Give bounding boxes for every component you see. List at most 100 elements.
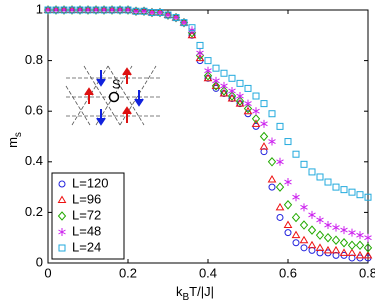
marker: [348, 188, 356, 196]
x-label-part: T/|J|: [189, 284, 214, 299]
marker: [276, 213, 284, 221]
marker: [196, 49, 204, 58]
marker: [331, 245, 341, 254]
marker: [156, 9, 164, 17]
marker: [340, 226, 348, 235]
inset-lattice: S: [65, 65, 162, 126]
x-label-sub: B: [183, 292, 190, 303]
y-label-part: m: [5, 137, 20, 148]
marker: [291, 212, 301, 223]
y-tick-label: 0.8: [25, 52, 43, 67]
marker: [244, 84, 252, 92]
marker: [315, 243, 325, 251]
marker: [60, 6, 68, 14]
x-axis-label: kBT/|J|: [176, 284, 214, 302]
marker: [227, 91, 237, 101]
marker: [299, 220, 309, 230]
marker: [92, 6, 100, 14]
x-label-part: k: [176, 284, 183, 299]
marker: [347, 240, 357, 251]
marker: [323, 232, 333, 243]
marker: [236, 92, 244, 101]
marker: [164, 11, 172, 19]
marker: [299, 235, 309, 244]
marker: [283, 220, 293, 229]
marker: [300, 244, 308, 252]
marker: [260, 119, 268, 128]
y-tick-label: 0.4: [25, 153, 43, 168]
marker: [315, 230, 325, 240]
marker: [347, 248, 357, 256]
marker: [356, 231, 364, 240]
marker: [228, 86, 236, 95]
marker: [308, 210, 316, 219]
marker: [252, 107, 260, 116]
marker: [212, 64, 220, 72]
marker: [252, 92, 260, 100]
marker: [292, 239, 300, 247]
marker: [244, 99, 252, 108]
marker: [275, 202, 285, 211]
marker: [268, 110, 276, 118]
marker: [276, 122, 284, 130]
marker: [259, 142, 269, 150]
marker: [57, 195, 67, 203]
marker: [275, 182, 285, 192]
marker: [316, 173, 324, 181]
marker: [332, 223, 340, 232]
legend-label: L=72: [72, 207, 101, 222]
marker: [300, 203, 308, 212]
marker: [100, 6, 108, 14]
y-tick-label: 1: [36, 1, 43, 16]
legend-label: L=96: [72, 191, 101, 206]
marker: [308, 168, 316, 176]
marker: [58, 180, 66, 188]
marker: [259, 131, 269, 142]
marker: [364, 193, 372, 201]
x-tick-label: 0.6: [279, 265, 297, 280]
marker: [284, 138, 292, 146]
legend-label: L=120: [72, 175, 109, 190]
marker: [268, 137, 276, 146]
marker: [316, 215, 324, 224]
marker: [307, 240, 317, 249]
y-tick-label: 0: [36, 254, 43, 269]
marker: [323, 245, 333, 254]
marker: [235, 96, 245, 106]
marker: [140, 7, 148, 15]
marker: [355, 250, 365, 259]
marker: [284, 178, 292, 187]
marker: [324, 178, 332, 186]
y-tick-label: 0.6: [25, 103, 43, 118]
marker: [58, 228, 66, 236]
y-tick-label: 0.2: [25, 204, 43, 219]
marker: [251, 114, 261, 124]
legend-label: L=48: [72, 223, 101, 238]
marker: [339, 248, 349, 256]
marker: [356, 191, 364, 199]
marker: [267, 157, 277, 167]
inset-label: S: [112, 76, 121, 91]
marker: [108, 6, 116, 14]
marker: [76, 6, 84, 14]
marker: [84, 6, 92, 14]
marker: [331, 235, 341, 245]
marker: [124, 6, 132, 14]
marker: [340, 186, 348, 194]
marker: [204, 66, 212, 75]
marker: [251, 119, 261, 127]
marker: [180, 19, 188, 27]
marker: [57, 211, 67, 221]
marker: [363, 243, 373, 253]
marker: [44, 6, 52, 14]
marker: [219, 86, 229, 96]
x-tick-label: 0.2: [119, 265, 137, 280]
marker: [324, 221, 332, 230]
marker: [211, 81, 221, 91]
marker: [332, 183, 340, 191]
marker: [228, 74, 236, 82]
x-tick-label: 0: [44, 265, 51, 280]
marker: [300, 160, 308, 168]
marker: [348, 228, 356, 237]
marker: [68, 6, 76, 14]
